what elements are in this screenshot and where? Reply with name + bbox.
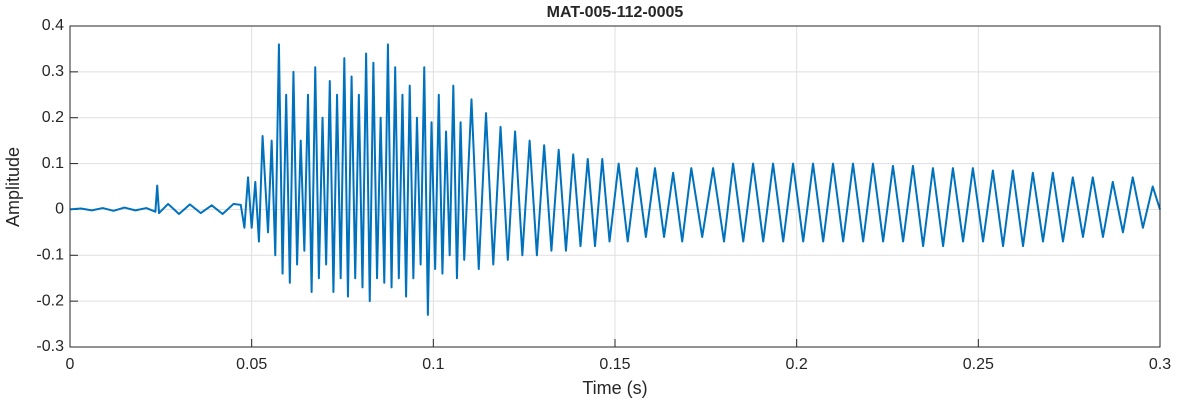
signal-line [69, 43, 1161, 316]
chart-title: MAT-005-112-0005 [547, 4, 684, 21]
y-tick-label: 0.4 [42, 17, 64, 34]
y-tick-label: 0.3 [42, 63, 64, 80]
x-tick-label: 0.15 [599, 356, 630, 373]
x-tick-label: 0.3 [1149, 356, 1171, 373]
x-tick-label: 0.25 [963, 356, 994, 373]
plot-frame [69, 25, 1161, 348]
y-tick-label: 0.2 [42, 109, 64, 126]
y-tick-label: -0.3 [36, 338, 64, 355]
x-tick-label: 0.2 [786, 356, 808, 373]
x-tick-label: 0.1 [422, 356, 444, 373]
y-tick-label: 0.1 [42, 155, 64, 172]
y-tick-label: -0.2 [36, 292, 64, 309]
x-tick-label: 0 [66, 356, 75, 373]
x-axis-label: Time (s) [582, 378, 647, 398]
y-tick-label: -0.1 [36, 247, 64, 264]
y-tick-label: 0 [55, 201, 64, 218]
y-axis-label: Amplitude [3, 147, 23, 227]
x-tick-label: 0.05 [236, 356, 267, 373]
